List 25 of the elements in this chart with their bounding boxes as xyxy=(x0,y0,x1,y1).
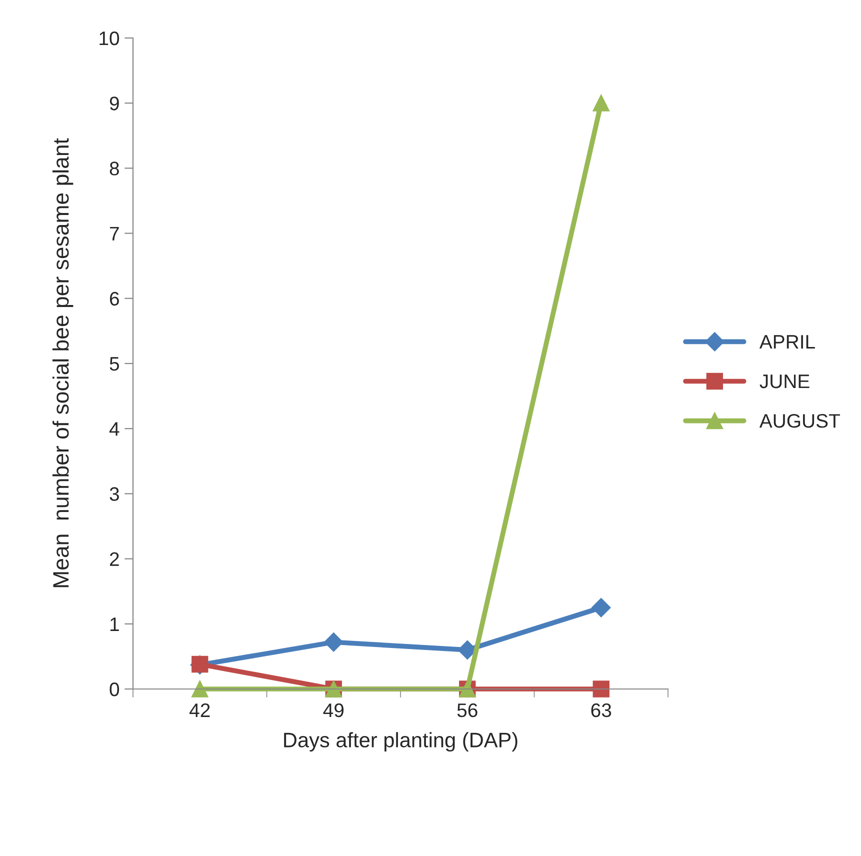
y-axis-title: Mean number of social bee per sesame plant xyxy=(52,138,74,588)
x-axis-title: Days after planting (DAP) xyxy=(284,732,518,752)
legend-label: APRIL xyxy=(759,335,815,349)
x-tick-label: 63 xyxy=(591,703,612,718)
y-tick-label: 6 xyxy=(110,292,119,306)
y-tick-label: 0 xyxy=(110,682,120,696)
point xyxy=(192,680,208,698)
x-tick-label: 56 xyxy=(457,703,478,718)
legend-label: JUNE xyxy=(760,374,810,388)
y-tick-label: 10 xyxy=(100,31,120,46)
point xyxy=(592,598,611,618)
y-tick-label: 8 xyxy=(110,162,119,176)
y-tick-label: 7 xyxy=(110,226,119,240)
y-tick-label: 1 xyxy=(110,618,119,631)
x-tick-label: 42 xyxy=(190,703,210,717)
y-tick-label: 9 xyxy=(110,96,119,110)
y-tick-label: 5 xyxy=(110,357,119,371)
legend-label: AUGUST xyxy=(759,414,840,428)
y-tick-label: 4 xyxy=(109,422,120,436)
y-tick-label: 3 xyxy=(110,487,119,501)
y-tick-label: 2 xyxy=(110,552,119,566)
point xyxy=(324,632,344,652)
x-tick-label: 49 xyxy=(323,703,344,718)
point xyxy=(592,680,610,698)
point xyxy=(592,94,610,112)
